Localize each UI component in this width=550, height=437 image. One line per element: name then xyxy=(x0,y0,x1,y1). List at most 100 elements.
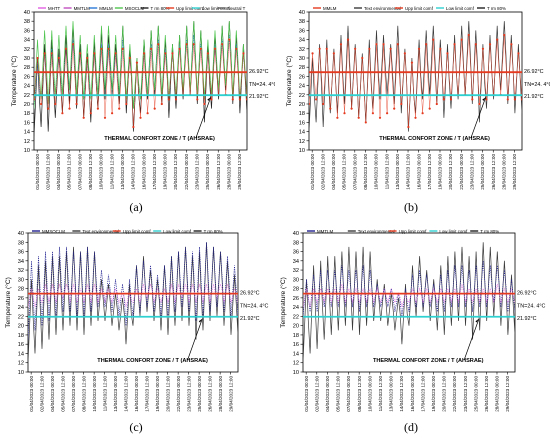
series-line xyxy=(303,242,515,363)
x-tick-label: 13/04/2023 00:00 xyxy=(395,154,400,190)
y-tick-label: 34 xyxy=(293,259,299,265)
x-tick-label: 04/04/2023 00:00 xyxy=(56,154,61,190)
y-tick-label: 36 xyxy=(24,28,30,34)
legend-item: Upp limit comf xyxy=(399,229,428,234)
series-point xyxy=(336,116,339,119)
y-tick-label: 28 xyxy=(24,65,30,71)
x-tick-label: 20/04/2023 12:00 xyxy=(173,154,178,190)
x-tick-label: 13/04/2023 00:00 xyxy=(120,154,125,190)
series-point xyxy=(478,102,481,106)
x-tick-label: 16/04/2023 00:00 xyxy=(134,376,139,412)
x-tick-label: 10/04/2023 00:00 xyxy=(92,376,97,412)
x-tick-label: 20/04/2023 12:00 xyxy=(448,154,453,190)
x-tick-label: 23/04/2023 12:00 xyxy=(470,154,475,190)
zone-label: THERMAL CONFORT ZONE / T (AHSRAE) xyxy=(379,136,490,142)
series-point xyxy=(47,107,50,110)
x-tick-label: 23/04/2023 12:00 xyxy=(195,154,200,190)
zone-arrow xyxy=(470,97,487,139)
x-tick-label: 25/04/2023 00:00 xyxy=(205,154,210,190)
legend-item: Low limit comf xyxy=(202,6,231,11)
y-tick-label: 38 xyxy=(299,19,305,25)
y-tick-label: 12 xyxy=(18,361,24,367)
y-tick-label: 20 xyxy=(293,324,299,330)
series-point xyxy=(371,112,374,115)
x-tick-label: 08/04/2023 12:00 xyxy=(88,154,93,190)
series-point xyxy=(61,112,64,115)
y-tick-label: 38 xyxy=(293,240,299,246)
series-point xyxy=(488,43,492,46)
y-tick-label: 32 xyxy=(293,268,299,274)
legend-item: MHTT xyxy=(48,6,61,11)
y-tick-label: 12 xyxy=(293,361,299,367)
y-tick-label: 34 xyxy=(299,38,305,44)
x-tick-label: 02/04/2023 12:00 xyxy=(45,154,50,190)
legend-item: Text environmental xyxy=(364,6,401,11)
x-tick-label: 08/04/2023 12:00 xyxy=(357,376,362,412)
y-tick-label: 22 xyxy=(293,314,299,320)
series-point xyxy=(121,47,124,50)
legend-item: Upp limit comf xyxy=(176,6,205,11)
x-tick-label: 20/04/2023 12:00 xyxy=(442,376,447,412)
legend-item: Low limit comf xyxy=(163,229,192,234)
series-point xyxy=(510,43,513,46)
series-point xyxy=(231,98,234,101)
series-point xyxy=(210,98,213,101)
series-point xyxy=(485,98,488,101)
series-point xyxy=(428,107,431,110)
series-point xyxy=(322,102,325,106)
y-tick-label: 10 xyxy=(299,148,305,154)
series-point xyxy=(503,33,506,37)
y-tick-label: 22 xyxy=(24,93,30,99)
x-tick-label: 17/04/2023 12:00 xyxy=(427,154,432,190)
series-point xyxy=(71,43,75,46)
x-tick-label: 05/04/2023 12:00 xyxy=(67,154,72,190)
y-tick-label: 34 xyxy=(24,38,30,44)
series-point xyxy=(68,107,71,110)
series-point xyxy=(407,125,410,129)
series-point xyxy=(442,98,445,101)
series-point xyxy=(318,47,321,50)
y-tick-label: 30 xyxy=(18,277,24,283)
x-tick-label: 22/04/2023 00:00 xyxy=(459,154,464,190)
y-tick-label: 30 xyxy=(24,56,30,62)
series-point xyxy=(54,102,57,106)
x-tick-label: 01/04/2023 00:00 xyxy=(35,154,40,190)
x-tick-label: 04/04/2023 00:00 xyxy=(325,376,330,412)
series-point xyxy=(50,52,53,55)
zone-label: THERMAL CONFORT ZONE / T (AHSRAE) xyxy=(373,358,484,364)
x-tick-label: 02/04/2023 12:00 xyxy=(320,154,325,190)
series-point xyxy=(174,98,178,101)
series-point xyxy=(221,43,224,46)
y-tick-label: 24 xyxy=(18,305,24,311)
upper-limit-annotation: 26.92°C xyxy=(240,291,260,297)
series-point xyxy=(364,121,367,124)
series-point xyxy=(435,102,438,106)
chart-panel-c: 10 12 14 16 18 20 22 24 26 28 30 32 34 36 38 40 Temperat… xyxy=(0,219,275,437)
chart-panel-a: 10 12 14 16 18 20 22 24 26 28 30 32 34 36 38 40 Temperat… xyxy=(0,0,275,218)
series-point xyxy=(453,43,456,46)
y-tick-label: 40 xyxy=(293,231,299,237)
chart-panel-b: 10 12 14 16 18 20 22 24 26 28 30 32 34 36 38 40 Temperat… xyxy=(275,0,550,218)
series-point xyxy=(228,38,231,41)
legend-item: Text environmental xyxy=(358,229,395,234)
lower-limit-annotation: 21.92°C xyxy=(249,94,269,100)
x-tick-label: 05/04/2023 12:00 xyxy=(342,154,347,190)
y-tick-label: 34 xyxy=(18,259,24,265)
y-axis-label: Temperature (°C) xyxy=(10,56,18,107)
x-tick-label: 28/04/2023 00:00 xyxy=(501,154,506,190)
chart-svg: 10 12 14 16 18 20 22 24 26 28 30 32 34 36 38 40 Temperat… xyxy=(279,229,545,412)
series-point xyxy=(213,47,217,50)
chart-panel-d: 10 12 14 16 18 20 22 24 26 28 30 32 34 36 38 40 Temperat… xyxy=(275,219,550,437)
x-tick-label: 10/04/2023 00:00 xyxy=(99,154,104,190)
series-point xyxy=(79,52,82,55)
series-point xyxy=(57,56,60,60)
y-tick-label: 24 xyxy=(24,84,30,90)
panel-label-d: (d) xyxy=(404,420,418,434)
x-tick-label: 11/04/2023 12:00 xyxy=(378,376,383,412)
x-tick-label: 01/04/2023 00:00 xyxy=(29,376,34,412)
series-point xyxy=(89,112,92,115)
legend-item: T rm 80% xyxy=(487,6,506,11)
x-tick-label: 19/04/2023 00:00 xyxy=(431,376,436,412)
x-tick-label: 14/04/2023 12:00 xyxy=(131,154,136,190)
series-point xyxy=(325,47,328,50)
